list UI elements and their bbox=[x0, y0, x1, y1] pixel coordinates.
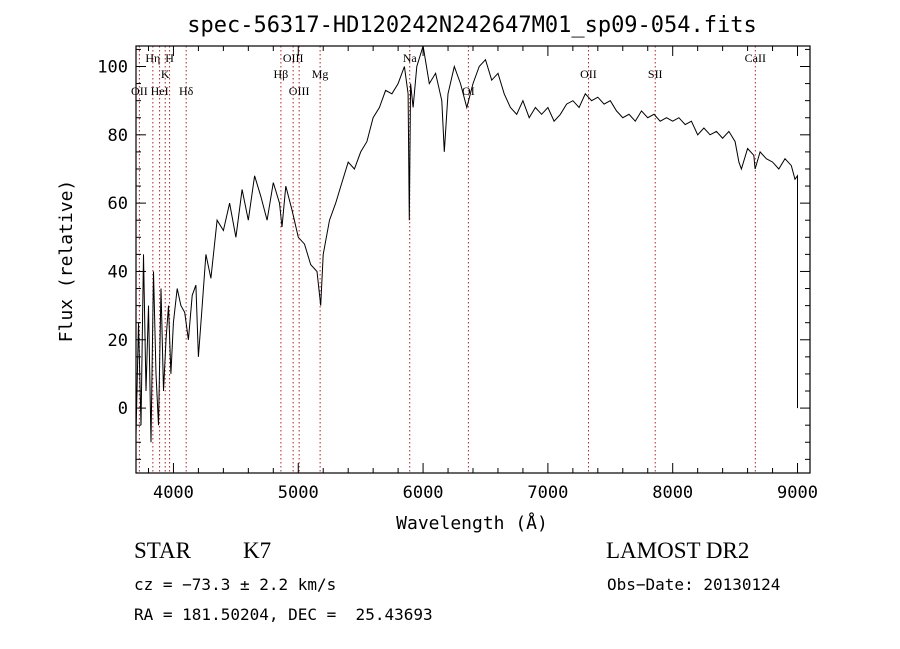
plot-frame bbox=[135, 45, 811, 474]
x-tick-label-9000: 9000 bbox=[777, 483, 818, 503]
x-tick-label-8000: 8000 bbox=[652, 483, 693, 503]
object-subclass: K7 bbox=[243, 538, 272, 563]
coordinates: RA = 181.50204, DEC = 25.43693 bbox=[134, 605, 433, 624]
line-marker-label-9: Mg bbox=[312, 67, 329, 81]
survey-name: LAMOST DR2 bbox=[606, 538, 750, 563]
line-marker-label-8: OIII bbox=[289, 84, 310, 98]
line-marker-label-4: H bbox=[165, 51, 174, 65]
x-tick-label-5000: 5000 bbox=[278, 483, 319, 503]
y-tick-label-80: 80 bbox=[108, 126, 128, 146]
x-axis-label: Wavelength (Å) bbox=[396, 512, 548, 534]
y-axis-ticks: 0 20 40 60 80 100 bbox=[97, 48, 810, 460]
x-tick-label-7000: 7000 bbox=[527, 483, 568, 503]
y-axis-label: Flux (relative) bbox=[56, 180, 77, 343]
redshift-velocity: cz = −73.3 ± 2.2 km/s bbox=[134, 575, 337, 594]
spectrum-line-0 bbox=[135, 45, 798, 443]
line-marker-label-0: OII bbox=[131, 84, 148, 98]
line-marker-label-2: HeI bbox=[151, 84, 169, 98]
y-tick-label-20: 20 bbox=[108, 331, 128, 351]
line-marker-label-3: K bbox=[161, 67, 170, 81]
y-tick-label-60: 60 bbox=[108, 194, 128, 214]
x-tick-label-4000: 4000 bbox=[153, 483, 194, 503]
line-marker-label-5: Hδ bbox=[179, 84, 194, 98]
spectrum-series bbox=[135, 45, 798, 443]
line-marker-label-7: OIII bbox=[283, 51, 304, 65]
y-tick-label-40: 40 bbox=[108, 262, 128, 282]
observation-date: Obs−Date: 20130124 bbox=[607, 575, 781, 594]
y-tick-label-100: 100 bbox=[97, 57, 128, 77]
line-marker-label-10: Na bbox=[403, 51, 418, 65]
line-marker-label-1: Hη bbox=[145, 51, 160, 65]
line-marker-label-13: SII bbox=[648, 67, 663, 81]
line-marker-label-6: Hβ bbox=[274, 67, 289, 81]
x-tick-label-6000: 6000 bbox=[403, 483, 444, 503]
line-marker-label-12: OII bbox=[580, 67, 597, 81]
line-marker-label-14: CaII bbox=[745, 51, 766, 65]
chart-title: spec-56317-HD120242N242647M01_sp09-054.f… bbox=[187, 13, 757, 38]
x-axis-ticks: 4000 5000 6000 7000 8000 9000 bbox=[147, 46, 818, 503]
object-class: STAR bbox=[134, 538, 191, 563]
y-tick-label-0: 0 bbox=[118, 399, 128, 419]
